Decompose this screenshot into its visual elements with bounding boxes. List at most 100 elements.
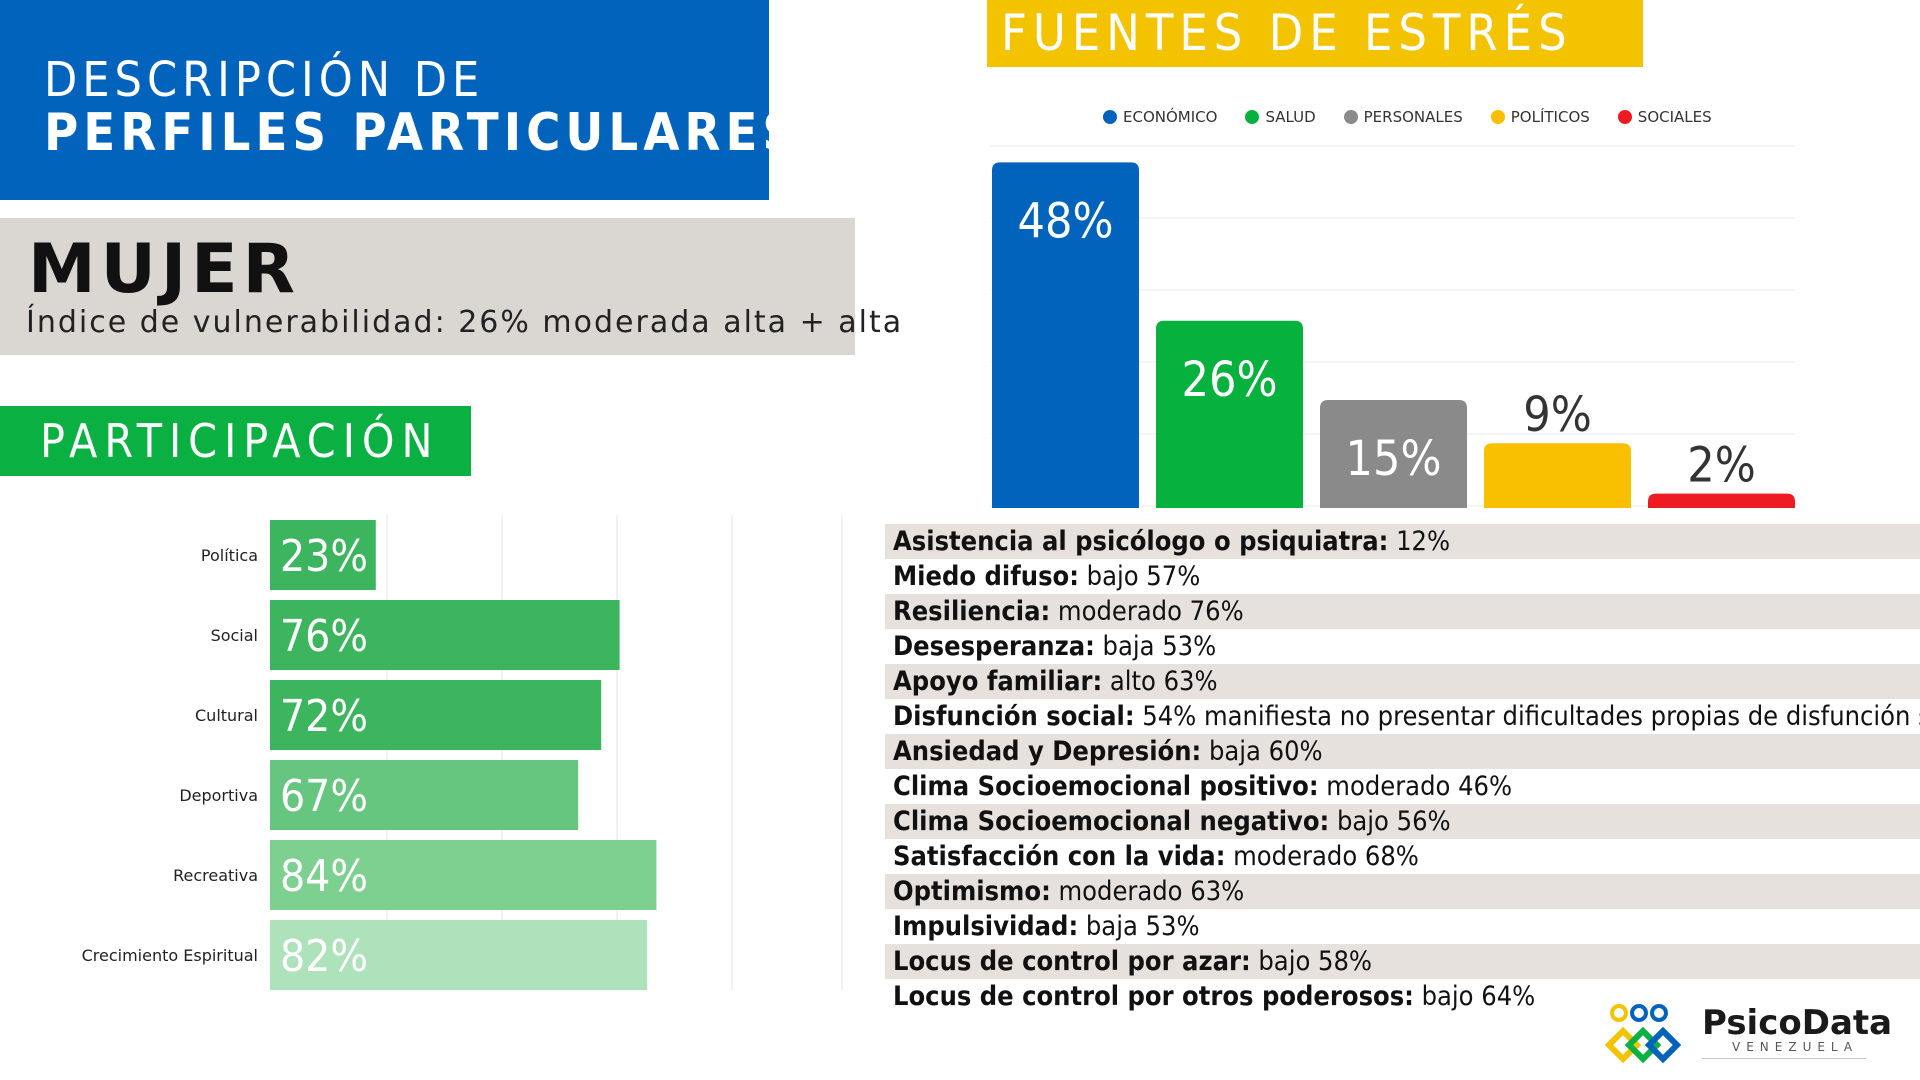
indicator-row: Ansiedad y Depresión: baja 60%: [885, 734, 1920, 769]
legend-item-salud: SALUD: [1245, 108, 1316, 126]
participation-bar-politica: [270, 520, 376, 590]
legend-label: PERSONALES: [1363, 108, 1463, 126]
indicator-row: Desesperanza: baja 53%: [885, 629, 1920, 664]
legend-dot-icon: [1245, 110, 1260, 124]
legend-item-sociales: SOCIALES: [1617, 108, 1712, 126]
stress-value-label: 9%: [1523, 387, 1592, 443]
stress-bar-personales: [1320, 400, 1467, 508]
indicator-value: bajo 58%: [1250, 946, 1373, 977]
indicator-row: Optimismo: moderado 63%: [885, 874, 1920, 909]
participation-bar-recreativa: [270, 840, 657, 910]
legend-item-economico: ECONÓMICO: [1103, 108, 1217, 126]
indicator-label: Apoyo familiar:: [893, 666, 1103, 697]
legend-dot-icon: [1490, 110, 1505, 124]
indicator-row: Apoyo familiar: alto 63%: [885, 664, 1920, 699]
legend-dot-icon: [1617, 110, 1632, 124]
participation-value-label: 84%: [280, 851, 368, 902]
legend-dot-icon: [1343, 110, 1358, 124]
indicator-value: moderado 63%: [1050, 876, 1245, 907]
logo-name: PsicoData: [1702, 1003, 1893, 1043]
stress-chart: 48% 26% 15% 9% 2%: [990, 145, 1795, 508]
indicator-value: bajo 57%: [1078, 561, 1201, 592]
title-banner: [0, 0, 769, 200]
stress-title: FUENTES DE ESTRÉS: [1001, 4, 1573, 62]
psicodata-logo-icon: [1605, 1004, 1682, 1064]
indicator-row: Locus de control por otros poderosos: ba…: [885, 979, 1920, 1014]
indicator-label: Miedo difuso:: [893, 561, 1079, 592]
participation-banner: [0, 406, 471, 476]
indicator-label: Optimismo:: [893, 876, 1051, 907]
logo-subtitle: VENEZUELA: [1732, 1040, 1859, 1054]
vulnerability-index: Índice de vulnerabilidad: 26% moderada a…: [26, 305, 904, 340]
legend-label: POLÍTICOS: [1510, 108, 1590, 126]
stress-bar-politicos: [1484, 443, 1631, 508]
stress-bar-sociales: [1648, 493, 1795, 508]
participation-value-label: 82%: [280, 931, 368, 982]
stress-value-label: 2%: [1687, 438, 1756, 494]
legend-item-politicos: POLÍTICOS: [1490, 108, 1590, 126]
indicator-label: Resiliencia:: [893, 596, 1051, 627]
indicator-row: Miedo difuso: bajo 57%: [885, 559, 1920, 594]
participation-value-label: 67%: [280, 771, 368, 822]
stress-bar-salud: [1156, 320, 1303, 508]
participation-value-label: 72%: [280, 691, 368, 742]
legend-label: SALUD: [1265, 108, 1316, 126]
participation-bar-crecimiento-espiritual: [270, 920, 648, 990]
indicator-label: Ansiedad y Depresión:: [893, 736, 1202, 767]
indicator-value: baja 60%: [1201, 736, 1323, 767]
participation-category-label: Recreativa: [173, 866, 258, 885]
participation-chart: Política 23% Social 76% Cultural 72% Deportiva…: [82, 515, 843, 990]
indicator-label: Desesperanza:: [893, 631, 1095, 662]
indicator-label: Disfunción social:: [893, 701, 1135, 732]
indicator-value: moderado 68%: [1225, 841, 1419, 872]
stress-legend: ECONÓMICO SALUD PERSONALES POLÍTICOS SOCIALE…: [1103, 108, 1712, 126]
participation-category-label: Cultural: [195, 706, 258, 725]
indicator-label: Locus de control por azar:: [893, 946, 1251, 977]
logo-divider: [1702, 1058, 1866, 1059]
participation-bar-social: [270, 600, 620, 670]
indicator-row: Resiliencia: moderado 76%: [885, 594, 1920, 629]
legend-dot-icon: [1103, 110, 1117, 124]
indicator-label: Asistencia al psicólogo o psiquiatra:: [893, 526, 1389, 557]
stress-banner: [987, 0, 1643, 67]
indicator-row: Locus de control por azar: bajo 58%: [885, 944, 1920, 979]
indicator-label: Satisfacción con la vida:: [893, 841, 1226, 872]
participation-bar-deportiva: [270, 760, 579, 830]
participation-category-label: Social: [211, 626, 258, 645]
indicator-row: Clima Socioemocional negativo: bajo 56%: [885, 804, 1920, 839]
indicator-label: Impulsividad:: [893, 911, 1079, 942]
indicator-value: 12%: [1388, 526, 1451, 557]
indicator-label: Clima Socioemocional negativo:: [893, 806, 1330, 837]
participation-category-label: Política: [201, 546, 258, 565]
stress-value-label: 26%: [1182, 352, 1278, 408]
legend-item-personales: PERSONALES: [1343, 108, 1463, 126]
participation-bar-cultural: [270, 680, 602, 750]
stress-value-label: 48%: [1018, 193, 1114, 249]
legend-label: SOCIALES: [1637, 108, 1712, 126]
participation-title: PARTICIPACIÓN: [40, 414, 440, 468]
indicator-value: 54% manifiesta no presentar dificultades…: [1134, 701, 1920, 732]
profile-name: MUJER: [28, 230, 300, 309]
indicator-row: Satisfacción con la vida: moderado 68%: [885, 839, 1920, 874]
stress-bar-economico: [992, 162, 1139, 508]
indicator-row: Clima Socioemocional positivo: moderado …: [885, 769, 1920, 804]
participation-category-label: Deportiva: [179, 786, 258, 805]
legend-label: ECONÓMICO: [1123, 108, 1218, 126]
indicator-label: Clima Socioemocional positivo:: [893, 771, 1319, 802]
indicator-value: baja 53%: [1078, 911, 1200, 942]
indicator-row: Disfunción social: 54% manifiesta no pre…: [885, 699, 1920, 734]
indicator-value: bajo 56%: [1329, 806, 1451, 837]
indicator-value: alto 63%: [1102, 666, 1218, 697]
indicator-row: Asistencia al psicólogo o psiquiatra: 12…: [885, 524, 1920, 559]
stress-value-label: 15%: [1346, 431, 1442, 487]
participation-value-label: 23%: [280, 531, 368, 582]
profile-banner: [0, 218, 855, 355]
page-title-line2: PERFILES PARTICULARES: [44, 103, 802, 163]
indicator-value: moderado 46%: [1318, 771, 1513, 802]
indicator-value: bajo 64%: [1413, 981, 1536, 1012]
page-title-line1: DESCRIPCIÓN DE: [44, 52, 485, 108]
indicator-value: baja 53%: [1094, 631, 1217, 662]
participation-value-label: 76%: [280, 611, 368, 662]
participation-category-label: Crecimiento Espiritual: [82, 946, 258, 965]
indicator-label: Locus de control por otros poderosos:: [893, 981, 1414, 1012]
